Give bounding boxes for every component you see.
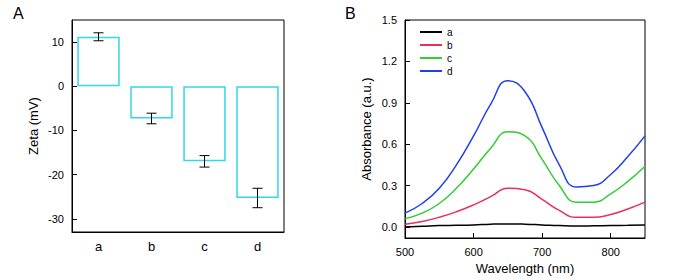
svg-text:c: c <box>201 239 208 254</box>
svg-text:b: b <box>447 40 453 51</box>
svg-text:1.2: 1.2 <box>382 55 397 67</box>
svg-text:Absorbance (a.u.): Absorbance (a.u.) <box>359 77 374 180</box>
svg-text:0.3: 0.3 <box>382 180 397 192</box>
svg-text:d: d <box>447 66 453 77</box>
svg-text:c: c <box>447 53 452 64</box>
svg-text:a: a <box>95 239 103 254</box>
svg-text:d: d <box>254 239 261 254</box>
svg-text:B: B <box>345 5 356 22</box>
svg-text:Wavelength (nm): Wavelength (nm) <box>476 261 575 276</box>
svg-text:-20: -20 <box>48 169 64 181</box>
svg-text:0.6: 0.6 <box>382 138 397 150</box>
svg-text:0: 0 <box>58 80 64 92</box>
svg-text:1.5: 1.5 <box>382 14 397 26</box>
svg-text:700: 700 <box>533 246 551 258</box>
svg-text:0.9: 0.9 <box>382 97 397 109</box>
svg-text:-10: -10 <box>48 124 64 136</box>
svg-text:800: 800 <box>602 246 620 258</box>
svg-text:0.0: 0.0 <box>382 221 397 233</box>
svg-text:A: A <box>13 5 24 22</box>
svg-text:10: 10 <box>52 36 64 48</box>
svg-text:600: 600 <box>464 246 482 258</box>
svg-text:a: a <box>447 27 453 38</box>
svg-text:b: b <box>148 239 155 254</box>
svg-text:Zeta (mV): Zeta (mV) <box>26 97 41 155</box>
svg-text:500: 500 <box>396 246 414 258</box>
svg-text:-30: -30 <box>48 213 64 225</box>
